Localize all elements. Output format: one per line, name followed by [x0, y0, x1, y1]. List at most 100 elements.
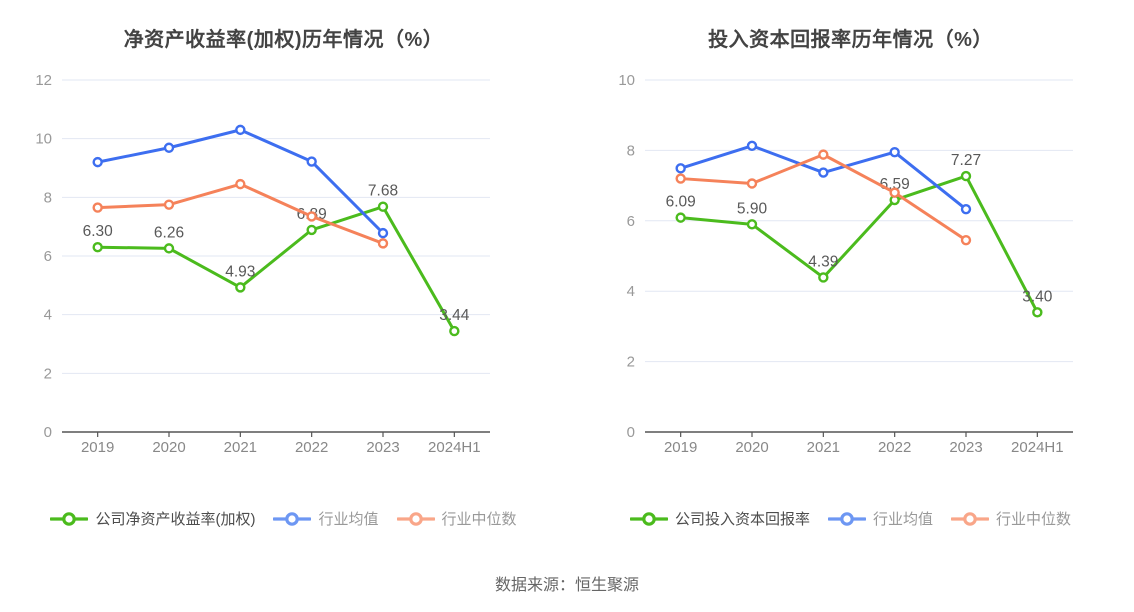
roe-line-chart: 0 2 4 6 8 10 12 2019 2020 2021 2022 2023 2024H1 6.30 6… — [35, 72, 490, 456]
data-point[interactable] — [675, 163, 686, 174]
point-label: 7.27 — [951, 152, 981, 169]
series-median-line — [96, 182, 385, 245]
data-point[interactable] — [889, 146, 900, 158]
data-point[interactable] — [818, 149, 829, 160]
x-tick-label: 2023 — [949, 439, 982, 456]
x-tick-label: 2021 — [807, 439, 840, 456]
data-point[interactable] — [92, 241, 103, 253]
x-tick-label: 2023 — [366, 439, 399, 456]
y-tick-label: 2 — [44, 365, 52, 382]
data-point[interactable] — [377, 227, 389, 239]
point-label: 6.09 — [666, 194, 696, 211]
data-point[interactable] — [675, 173, 686, 184]
point-label: 4.93 — [225, 263, 255, 280]
data-point[interactable] — [92, 202, 103, 213]
y-tick-label: 10 — [35, 131, 52, 148]
data-point[interactable] — [675, 212, 686, 223]
x-tick-label: 2020 — [152, 439, 185, 456]
y-tick-label: 0 — [627, 424, 635, 441]
x-tick-label: 2019 — [81, 439, 114, 456]
legend-line-marker-icon — [827, 511, 866, 526]
y-tick-label: 6 — [44, 248, 52, 265]
data-point[interactable] — [306, 211, 317, 222]
legend-item-median[interactable]: 行业中位数 — [951, 508, 1071, 529]
legend-label: 行业中位数 — [996, 511, 1072, 528]
legend-item-mean[interactable]: 行业均值 — [827, 508, 933, 529]
data-point[interactable] — [818, 272, 829, 283]
x-tick-label: 2024H1 — [428, 439, 481, 456]
data-point[interactable] — [746, 219, 758, 230]
data-point[interactable] — [1032, 307, 1043, 318]
legend-ring — [642, 511, 656, 526]
data-point[interactable] — [92, 156, 103, 168]
data-point[interactable] — [960, 203, 972, 215]
x-tick-label: 2021 — [224, 439, 257, 456]
point-label: 5.90 — [737, 200, 768, 217]
series-company-line — [679, 174, 1039, 314]
y-tick-label: 8 — [627, 142, 635, 159]
legend-ring — [62, 511, 77, 526]
grid-lines — [62, 79, 490, 374]
point-label: 3.44 — [439, 307, 470, 324]
legend-roe: 公司净资产收益率(加权) 行业均值 行业中位数 — [0, 508, 567, 529]
legend-item-mean[interactable]: 行业均值 — [273, 508, 379, 529]
y-axis-labels: 0 2 4 6 8 10 12 — [35, 72, 52, 441]
legend-ring — [408, 511, 423, 526]
data-point[interactable] — [746, 140, 758, 152]
data-source-note: 数据来源：恒生聚源 — [494, 577, 639, 594]
series-median — [92, 178, 389, 249]
x-axis: 2019 2020 2021 2022 2023 2024H1 — [645, 431, 1073, 456]
data-point[interactable] — [818, 167, 829, 178]
x-tick-label: 2022 — [295, 439, 328, 456]
x-tick-label: 2020 — [735, 439, 768, 456]
data-point[interactable] — [306, 224, 317, 236]
data-point[interactable] — [163, 199, 175, 210]
data-point[interactable] — [235, 178, 246, 190]
data-point[interactable] — [377, 238, 389, 249]
data-point[interactable] — [449, 325, 460, 337]
roic-chart-panel: 0 2 4 6 8 10 2019 2020 2021 2022 2023 2024H1 6.09 5.9… — [567, 0, 1134, 545]
legend-line-marker-icon — [951, 511, 989, 526]
data-point[interactable] — [163, 142, 175, 153]
legend-line-marker-icon — [50, 511, 89, 526]
legend-ring — [963, 511, 977, 526]
data-point[interactable] — [235, 124, 246, 136]
y-tick-label: 12 — [35, 72, 52, 89]
y-tick-label: 6 — [627, 213, 635, 230]
data-point[interactable] — [235, 282, 246, 293]
legend-roic: 公司投入资本回报率 行业均值 行业中位数 — [567, 508, 1134, 529]
legend-label: 公司投入资本回报率 — [674, 511, 810, 528]
series-mean — [675, 140, 972, 215]
data-point[interactable] — [960, 170, 972, 182]
roic-line-chart: 0 2 4 6 8 10 2019 2020 2021 2022 2023 2024H1 6.09 5.9… — [618, 72, 1073, 456]
legend-label: 行业均值 — [318, 511, 379, 528]
series-company: 6.306.264.936.897.683.44 — [83, 183, 470, 337]
roe-chart-panel: 0 2 4 6 8 10 12 2019 2020 2021 2022 2023 2024H1 6.30 6… — [0, 0, 567, 545]
data-point[interactable] — [960, 234, 972, 246]
series-median — [675, 149, 972, 246]
y-tick-label: 2 — [627, 354, 635, 371]
y-axis-labels: 0 2 4 6 8 10 — [618, 72, 635, 441]
point-label: 4.39 — [808, 253, 838, 270]
point-label: 7.68 — [368, 183, 398, 200]
legend-label: 公司净资产收益率(加权) — [95, 511, 256, 528]
legend-item-company[interactable]: 公司净资产收益率(加权) — [50, 508, 255, 529]
data-point[interactable] — [306, 156, 317, 167]
legend-ring — [285, 511, 300, 526]
legend-item-median[interactable]: 行业中位数 — [396, 508, 517, 529]
legend-ring — [840, 511, 854, 526]
point-label: 6.30 — [83, 223, 114, 240]
legend-label: 行业中位数 — [441, 511, 517, 528]
data-point[interactable] — [163, 243, 175, 254]
data-point[interactable] — [889, 187, 900, 198]
legend-item-company[interactable]: 公司投入资本回报率 — [629, 508, 810, 529]
x-tick-label: 2022 — [878, 439, 911, 456]
legend-line-marker-icon — [273, 511, 312, 526]
point-label: 6.26 — [154, 224, 184, 241]
data-point[interactable] — [746, 178, 758, 189]
data-point[interactable] — [377, 201, 389, 212]
series-mean — [92, 124, 389, 239]
y-tick-label: 4 — [627, 283, 635, 300]
legend-label: 行业均值 — [872, 511, 933, 528]
y-tick-label: 0 — [44, 424, 52, 441]
